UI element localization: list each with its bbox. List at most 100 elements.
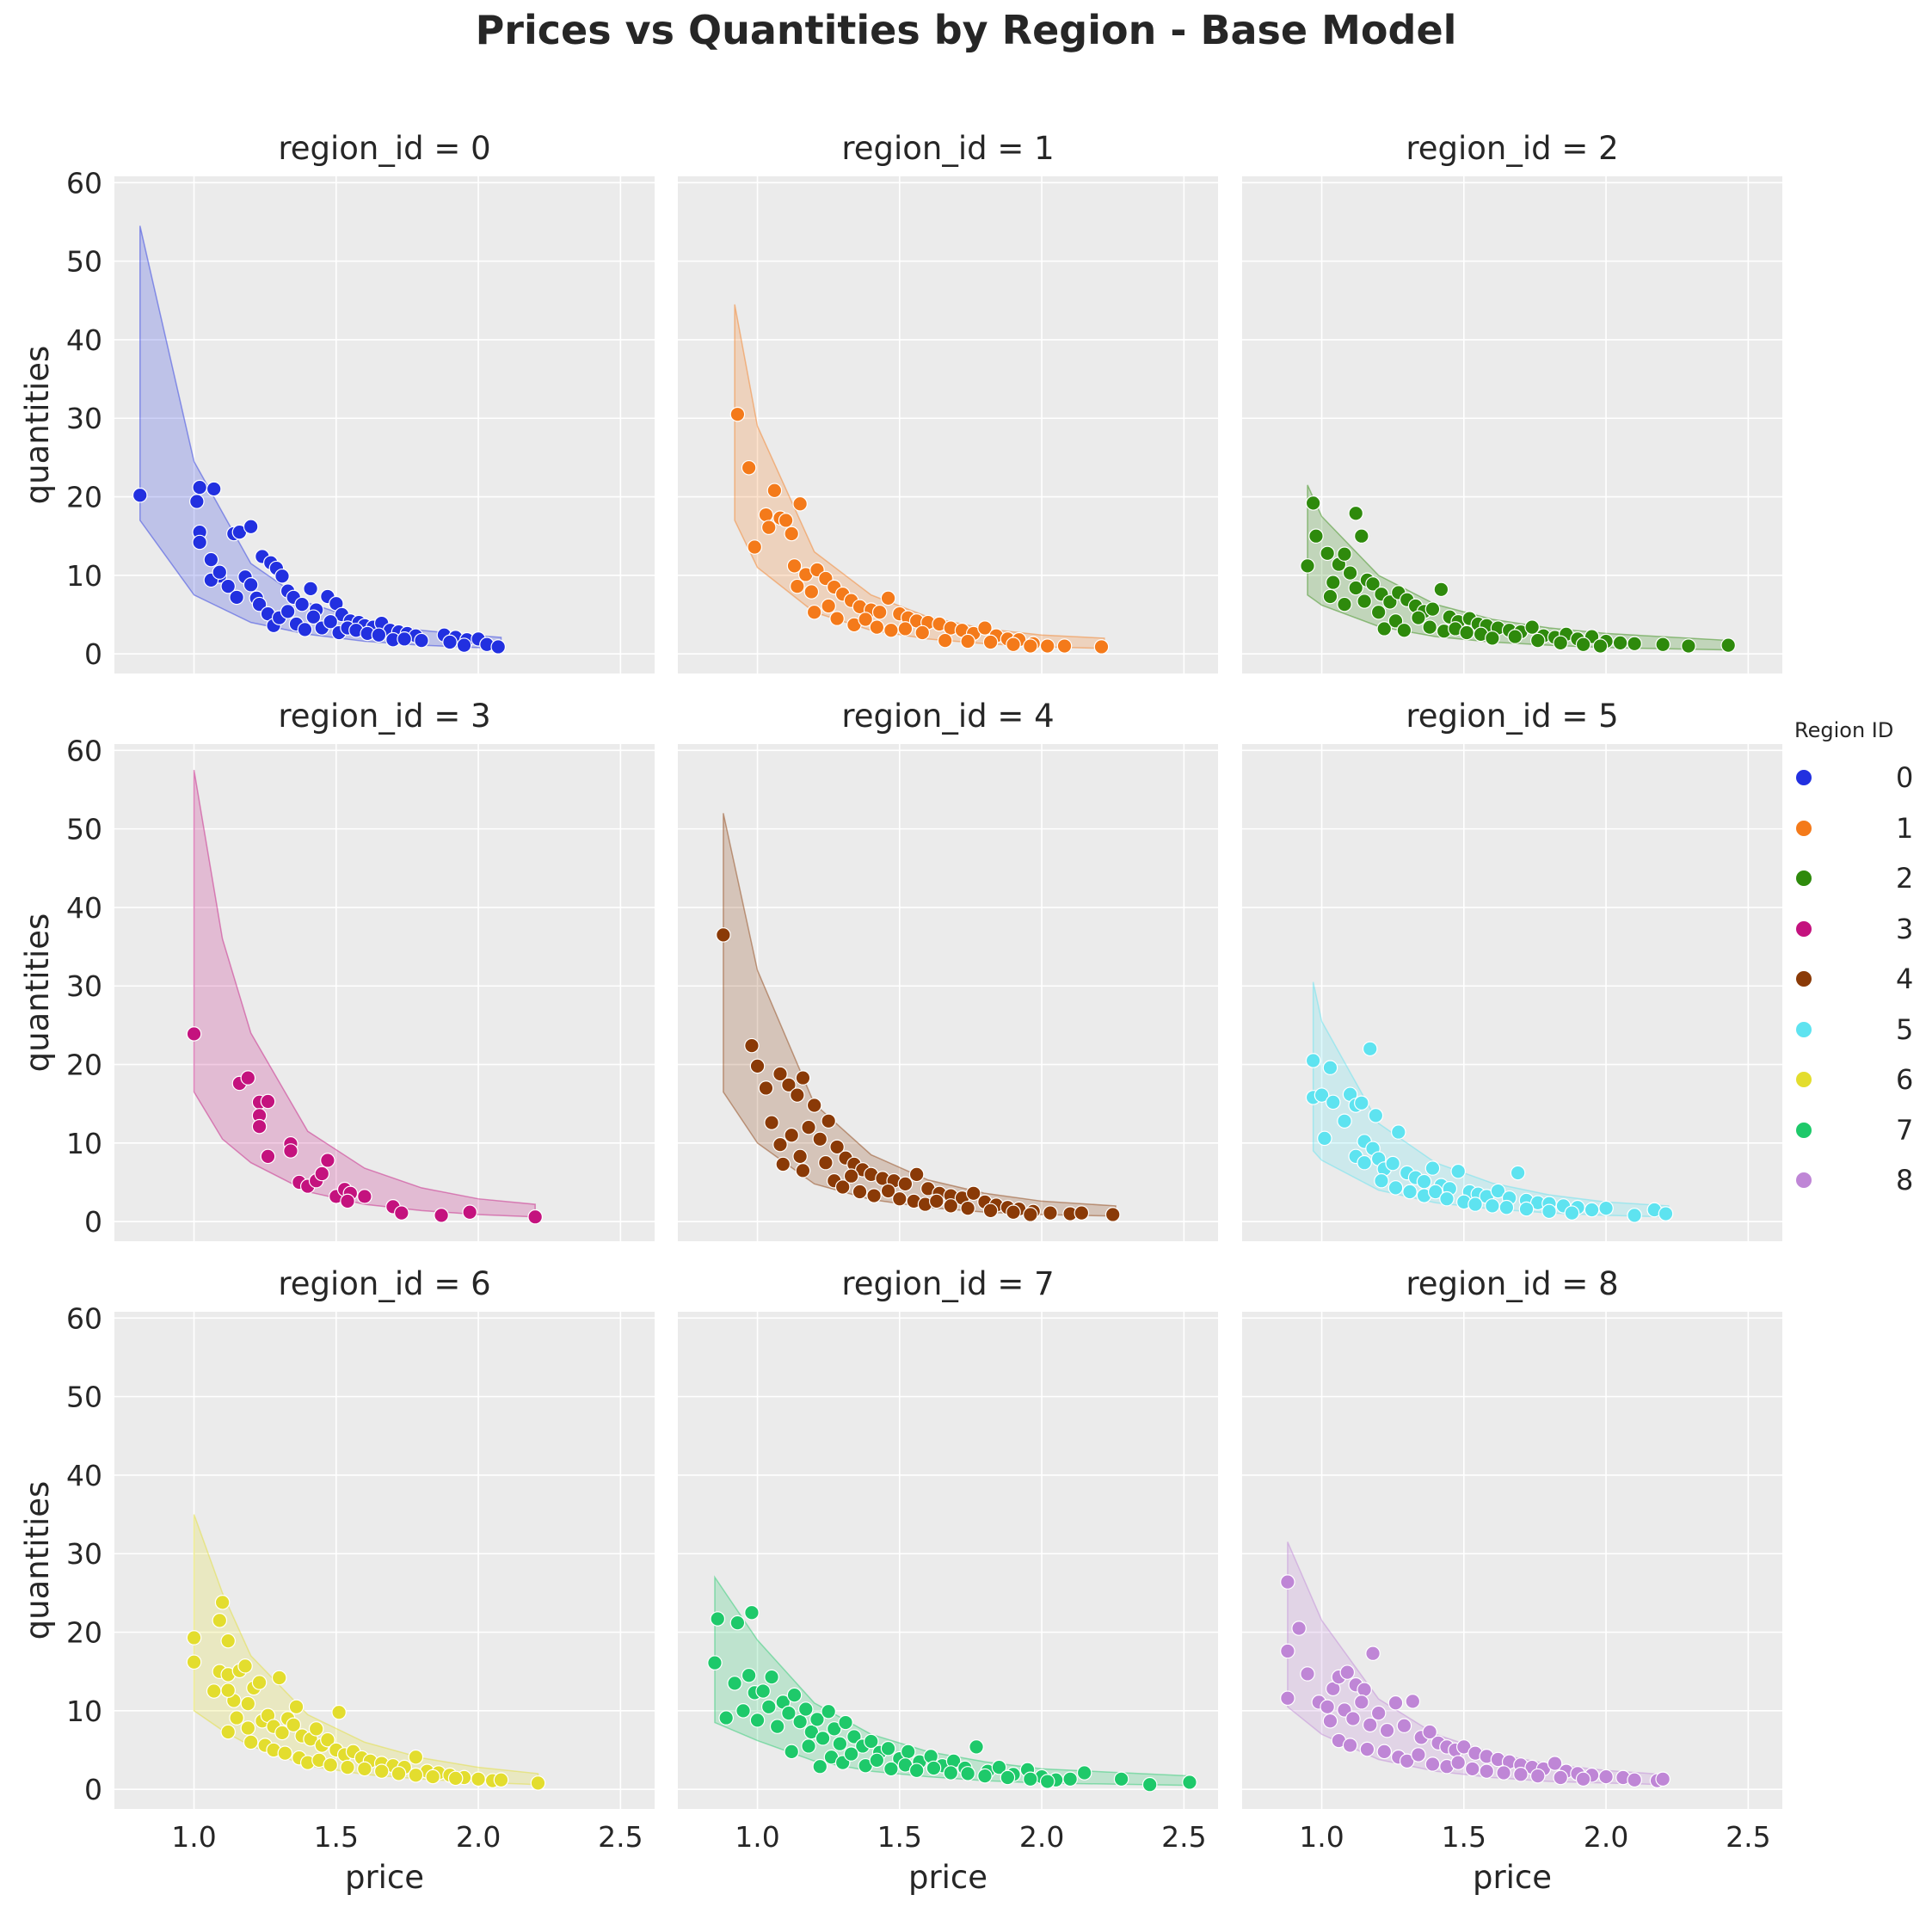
y-tick-label: 60: [66, 1301, 102, 1335]
x-tick-label: 2.5: [1161, 1820, 1206, 1854]
data-point: [760, 1699, 777, 1715]
data-point: [1529, 632, 1546, 649]
x-axis-label: price: [908, 1859, 988, 1896]
x-tick-label: 1.0: [1299, 1820, 1344, 1854]
data-point: [803, 584, 820, 600]
data-point: [786, 1687, 803, 1703]
y-tick-label: 10: [66, 559, 102, 593]
data-point: [965, 1185, 981, 1202]
legend-label: 5: [1896, 1012, 1914, 1046]
data-point: [821, 1703, 836, 1719]
data-point: [815, 1731, 831, 1746]
data-point: [809, 1712, 825, 1727]
data-point: [1368, 1108, 1384, 1123]
data-point: [1479, 1763, 1495, 1779]
data-point: [206, 481, 222, 497]
data-point: [251, 596, 268, 612]
data-point: [744, 1037, 760, 1054]
data-point: [1322, 1713, 1338, 1729]
legend-label: 3: [1896, 912, 1914, 945]
data-point: [880, 1183, 896, 1199]
data-point: [1322, 588, 1338, 605]
data-point: [220, 1682, 237, 1698]
data-point: [1362, 1041, 1378, 1057]
y-tick-label: 20: [66, 481, 102, 514]
data-point: [1280, 1574, 1295, 1590]
data-point: [1655, 637, 1671, 653]
data-point: [937, 632, 953, 649]
plot-area: [114, 1312, 655, 1809]
data-point: [1490, 1183, 1506, 1199]
data-point: [294, 596, 310, 612]
data-point: [1370, 604, 1387, 620]
data-point: [806, 604, 822, 620]
data-point: [1411, 610, 1426, 625]
data-point: [229, 589, 244, 606]
data-point: [943, 1765, 959, 1781]
y-tick-label: 40: [66, 1459, 102, 1492]
data-point: [1627, 1772, 1642, 1788]
data-point: [260, 1093, 276, 1110]
legend-item-4: 4: [1795, 960, 1913, 998]
data-point: [784, 1127, 800, 1143]
data-point: [1547, 1756, 1563, 1771]
legend-marker: [1795, 1172, 1812, 1189]
data-point: [1322, 1060, 1338, 1076]
data-point: [1584, 1202, 1600, 1218]
y-tick-label: 30: [66, 969, 102, 1003]
data-point: [331, 1704, 347, 1720]
data-point: [1357, 594, 1372, 609]
data-point: [1402, 1184, 1418, 1200]
y-tick-label: 30: [66, 402, 102, 435]
x-tick-label: 2.0: [1019, 1820, 1064, 1854]
data-point: [1396, 1718, 1412, 1734]
panel-region-1: region_id = 1: [678, 130, 1218, 674]
legend-label: 0: [1896, 761, 1914, 794]
legend-item-8: 8: [1795, 1161, 1913, 1199]
data-point: [892, 1190, 908, 1207]
data-point: [871, 604, 888, 620]
data-point: [493, 1772, 509, 1788]
data-point: [1627, 1208, 1642, 1223]
data-point: [764, 1669, 779, 1685]
facet-title: region_id = 0: [278, 130, 490, 167]
data-point: [982, 634, 999, 650]
y-tick-label: 20: [66, 1049, 102, 1082]
data-point: [826, 1721, 842, 1737]
data-point: [801, 1738, 816, 1754]
y-tick-label: 30: [66, 1537, 102, 1571]
panel-region-7: region_id = 7 1.0 1.5 2.0 2.5 price: [678, 1265, 1218, 1896]
data-point: [1450, 1163, 1466, 1179]
y-tick-label: 60: [66, 166, 102, 200]
data-point: [716, 927, 731, 943]
data-point: [775, 1156, 791, 1172]
data-point: [741, 1667, 757, 1683]
legend-item-3: 3: [1795, 910, 1913, 948]
data-point: [1337, 546, 1352, 563]
x-tick-label: 2.5: [1726, 1820, 1770, 1854]
data-point: [456, 637, 472, 653]
data-point: [982, 1203, 999, 1219]
y-axis-label: quantities: [19, 1481, 56, 1640]
data-point: [280, 604, 296, 619]
data-point: [303, 581, 318, 597]
data-point: [203, 551, 219, 568]
data-point: [869, 619, 885, 635]
data-point: [806, 1098, 822, 1113]
data-point: [883, 1761, 899, 1777]
legend-marker: [1795, 870, 1812, 887]
data-point: [749, 1058, 766, 1074]
data-point: [852, 1184, 868, 1200]
data-point: [1325, 1094, 1341, 1110]
data-point: [755, 1683, 771, 1699]
data-point: [357, 1761, 372, 1777]
panel-region-0: region_id = 0 0 10 20 30 40 50 60 quantities: [19, 130, 655, 674]
data-point: [769, 1719, 785, 1734]
data-point: [229, 1710, 244, 1726]
x-tick-label: 2.5: [598, 1820, 643, 1854]
data-point: [1510, 1165, 1526, 1181]
data-point: [189, 494, 205, 509]
data-point: [1575, 1771, 1591, 1787]
data-point: [1339, 1664, 1356, 1680]
panel-region-8: region_id = 8 1.0 1.5 2.0 2.5 price: [1242, 1265, 1782, 1896]
